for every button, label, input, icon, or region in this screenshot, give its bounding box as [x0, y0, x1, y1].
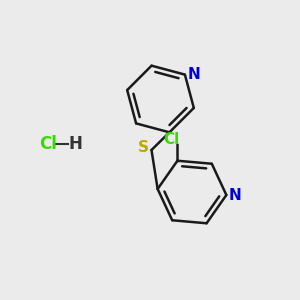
- Text: Cl: Cl: [39, 135, 57, 153]
- Text: Cl: Cl: [163, 132, 179, 147]
- Text: S: S: [137, 140, 148, 155]
- Text: H: H: [69, 135, 83, 153]
- Text: N: N: [229, 188, 242, 202]
- Text: N: N: [187, 67, 200, 82]
